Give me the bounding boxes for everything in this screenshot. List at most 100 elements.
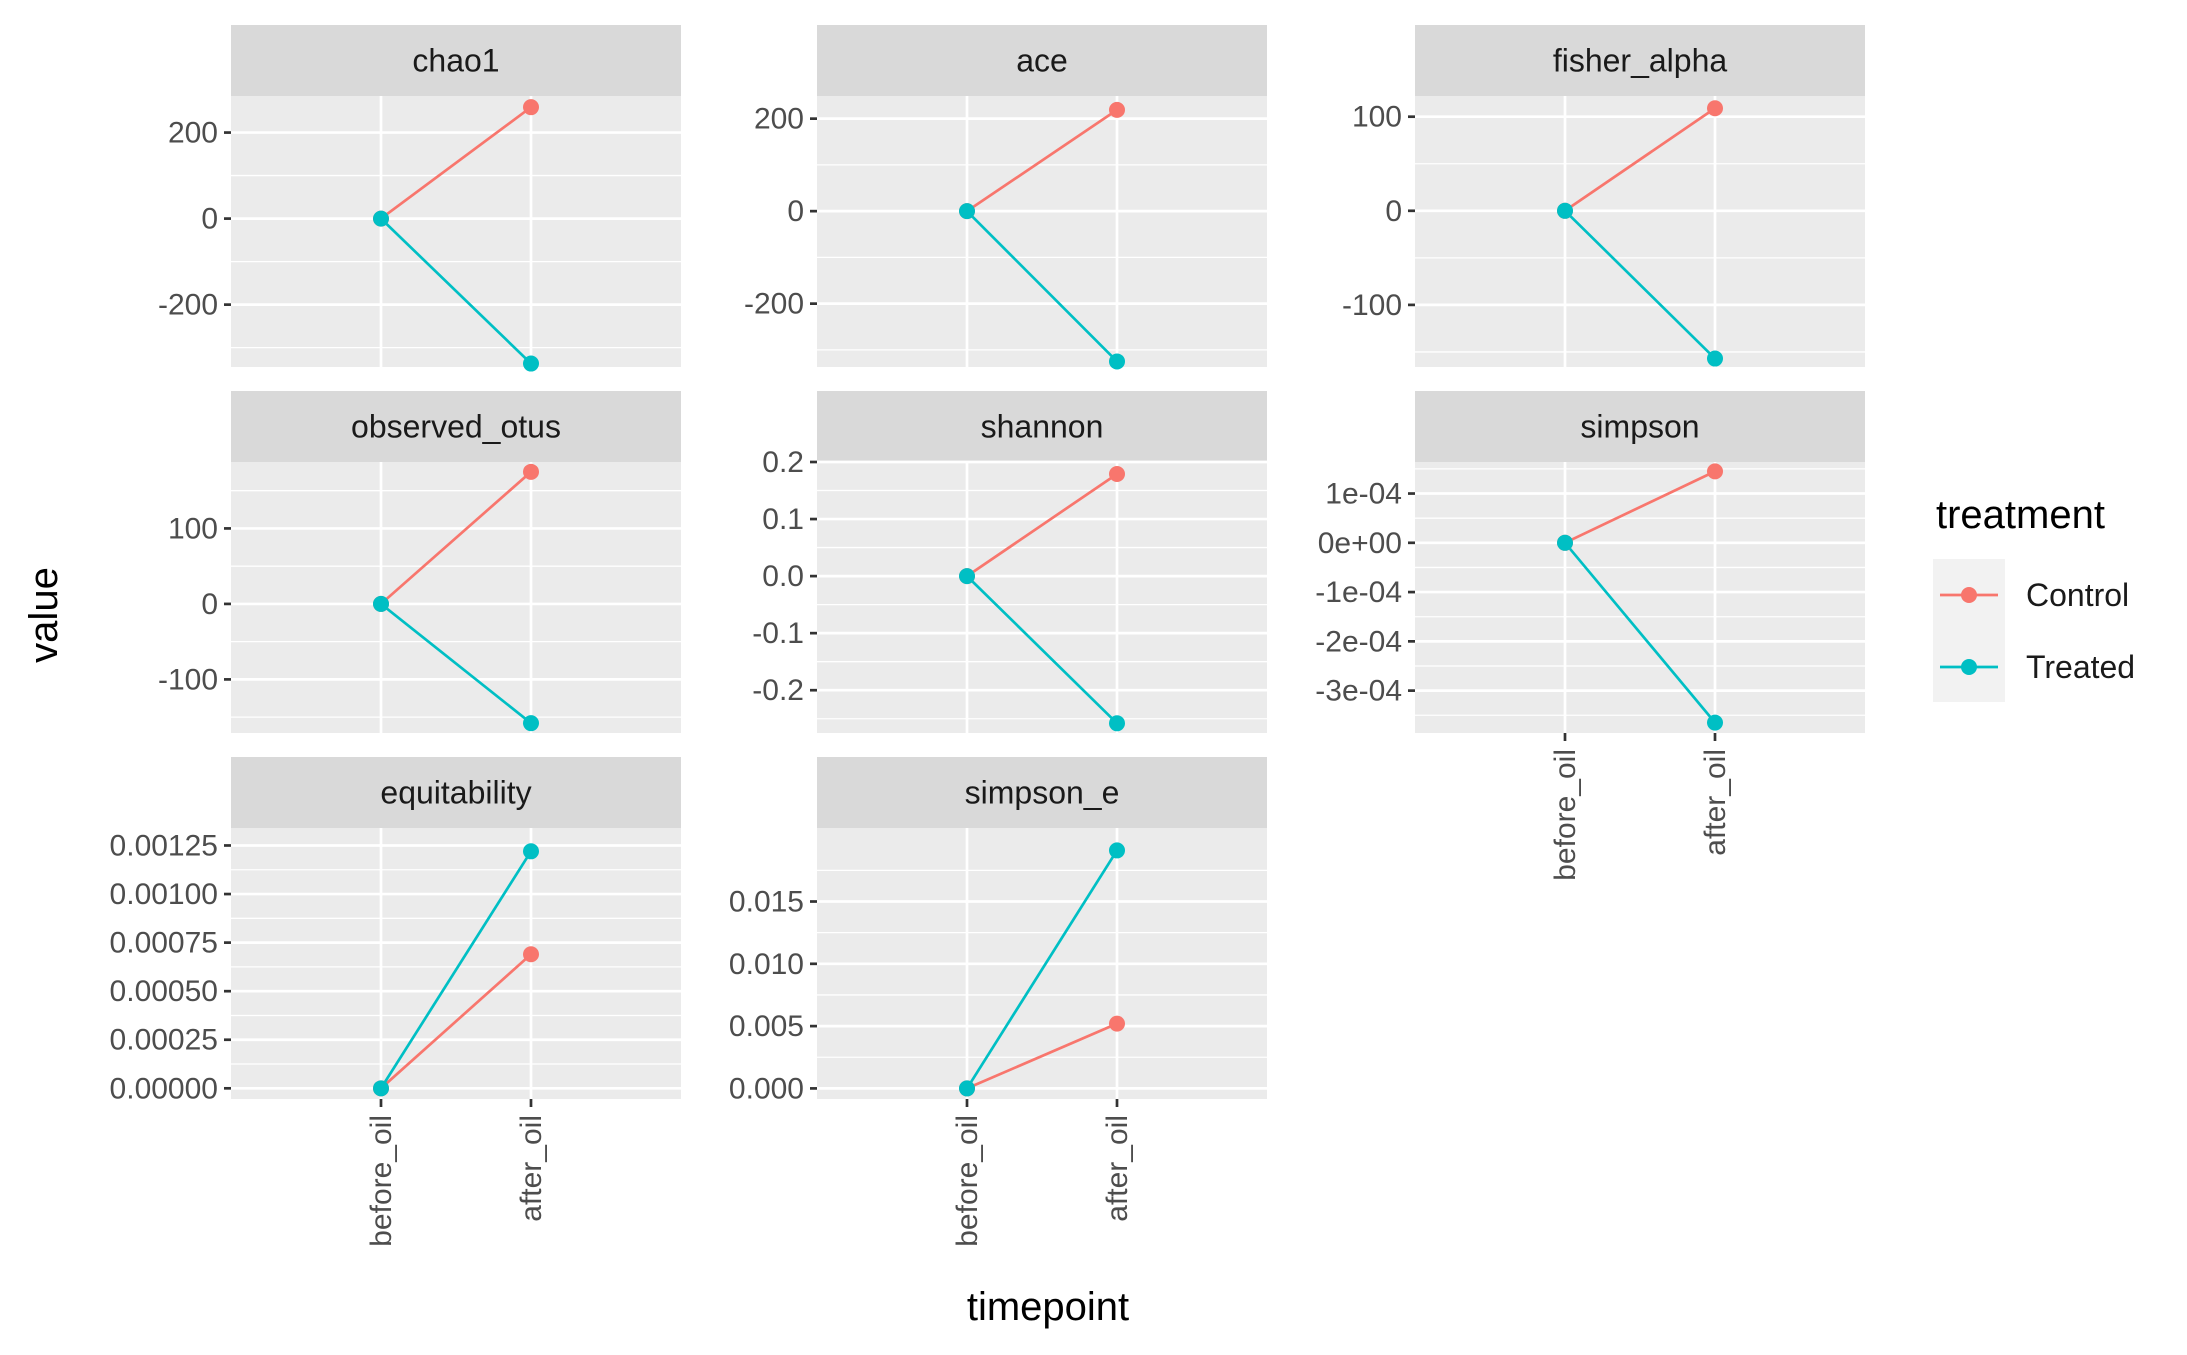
panel-ace: ace 200 0 -200 xyxy=(744,25,1267,370)
strip-shannon xyxy=(817,391,1267,462)
panel-fisher-alpha: fisher_alpha 100 0 -100 xyxy=(1342,25,1865,367)
data-point-treated xyxy=(959,1080,975,1097)
panel-bg-observed-otus xyxy=(231,462,681,733)
legend-title: treatment xyxy=(1936,493,2105,537)
y-tick-label: 0.00075 xyxy=(110,927,218,960)
x-tick-label: after_oil xyxy=(1699,749,1732,856)
y-tick-label: 0 xyxy=(201,588,218,621)
legend-label-treated: Treated xyxy=(2026,649,2135,685)
strip-label-simpson-e: simpson_e xyxy=(965,775,1120,811)
strip-label-chao1: chao1 xyxy=(412,43,499,79)
y-tick-label: 0.0 xyxy=(762,560,804,593)
data-point-control xyxy=(523,463,539,480)
y-tick-label: 0.010 xyxy=(729,948,804,981)
data-point-control xyxy=(1109,1015,1125,1032)
y-tick-label: -2e-04 xyxy=(1315,625,1402,658)
x-tick-label: after_oil xyxy=(515,1115,548,1222)
y-tick-label: -100 xyxy=(1342,289,1402,322)
data-point-control xyxy=(1109,465,1125,482)
data-point-treated xyxy=(523,355,539,372)
series-line-treated xyxy=(966,210,1118,363)
y-tick-label: 0e+00 xyxy=(1318,527,1402,560)
y-tick-label: 0 xyxy=(787,195,804,228)
y-tick-label: 0.00050 xyxy=(110,975,218,1008)
x-axis-title: timepoint xyxy=(967,1285,1129,1329)
y-tick-label: 0.00025 xyxy=(110,1024,218,1057)
data-point-treated xyxy=(373,210,389,227)
data-point-control xyxy=(1707,463,1723,480)
panel-bg-ace xyxy=(817,96,1267,367)
series-line-treated xyxy=(1563,541,1717,724)
x-tick-label: before_oil xyxy=(365,1115,398,1247)
y-tick-label: 1e-04 xyxy=(1325,478,1402,511)
data-point-control xyxy=(523,946,539,963)
y-tick-label: -3e-04 xyxy=(1315,675,1402,708)
strip-observed-otus xyxy=(231,391,681,462)
y-tick-label: 0.015 xyxy=(729,886,804,919)
strip-label-shannon: shannon xyxy=(981,409,1104,445)
legend-key-background xyxy=(1933,559,2005,702)
data-point-treated xyxy=(373,595,389,612)
data-point-treated xyxy=(523,843,539,860)
data-point-treated xyxy=(1707,350,1723,367)
legend-key-point-control xyxy=(1961,587,1977,603)
series-line-control xyxy=(380,470,532,605)
strip-simpson-e xyxy=(817,757,1267,828)
panel-chao1: chao1 200 0 -200 xyxy=(158,25,681,372)
panel-bg-equitability xyxy=(231,828,681,1099)
y-tick-label: 0 xyxy=(1385,195,1402,228)
y-tick-label: 200 xyxy=(168,117,218,150)
series-line-control xyxy=(1564,107,1716,212)
strip-chao1 xyxy=(231,25,681,96)
series-line-control xyxy=(1564,470,1716,545)
series-line-control xyxy=(966,472,1118,578)
series-line-control xyxy=(966,1022,1118,1090)
data-point-treated xyxy=(1707,714,1723,731)
panel-observed-otus: observed_otus 100 0 -100 xyxy=(158,391,681,733)
panel-bg-fisher-alpha xyxy=(1415,96,1865,367)
series-line-control xyxy=(966,108,1118,213)
legend-key-point-treated xyxy=(1961,659,1977,675)
y-tick-label: -200 xyxy=(744,288,804,321)
series-line-treated xyxy=(1564,209,1716,360)
data-point-control xyxy=(523,99,539,116)
y-tick-label: 0.00125 xyxy=(110,829,218,862)
y-tick-label: 0.000 xyxy=(729,1072,804,1105)
y-tick-label: -0.2 xyxy=(752,674,804,707)
y-tick-label: 0.00000 xyxy=(110,1072,218,1105)
data-point-treated xyxy=(1557,534,1573,551)
series-line-control xyxy=(380,106,532,220)
y-tick-label: 0.1 xyxy=(762,503,804,536)
x-tick-label: before_oil xyxy=(1549,749,1582,881)
y-tick-label: -100 xyxy=(158,663,218,696)
data-point-treated xyxy=(1109,842,1125,859)
data-point-treated xyxy=(1109,353,1125,370)
legend: Control Treated xyxy=(1933,559,2135,702)
series-line-treated xyxy=(966,575,1118,725)
y-tick-label: 200 xyxy=(754,103,804,136)
panel-simpson: simpson 1e-04 0e+00 -1e-04 -2e-04 -3e-04 befor… xyxy=(1315,391,1865,881)
strip-fisher-alpha xyxy=(1415,25,1865,96)
y-tick-label: -0.1 xyxy=(752,617,804,650)
series-line-treated xyxy=(380,602,532,725)
legend-label-control: Control xyxy=(2026,577,2129,613)
data-point-treated xyxy=(373,1080,389,1097)
x-tick-label: after_oil xyxy=(1101,1115,1134,1222)
y-tick-label: 0.2 xyxy=(762,446,804,479)
y-axis-title: value xyxy=(22,567,66,663)
data-point-treated xyxy=(523,715,539,732)
data-point-control xyxy=(1109,101,1125,118)
y-tick-label: 0 xyxy=(201,203,218,236)
strip-equitability xyxy=(231,757,681,828)
strip-label-equitability: equitability xyxy=(380,775,531,811)
data-point-control xyxy=(1707,100,1723,117)
panel-equitability: equitability 0.00125 0.00100 0.00075 0.00050… xyxy=(110,757,681,1247)
x-tick-label: before_oil xyxy=(951,1115,984,1247)
panel-bg-chao1 xyxy=(231,96,681,367)
y-tick-label: 0.00100 xyxy=(110,878,218,911)
strip-simpson xyxy=(1415,391,1865,462)
y-tick-label: 100 xyxy=(168,512,218,545)
strip-ace xyxy=(817,25,1267,96)
